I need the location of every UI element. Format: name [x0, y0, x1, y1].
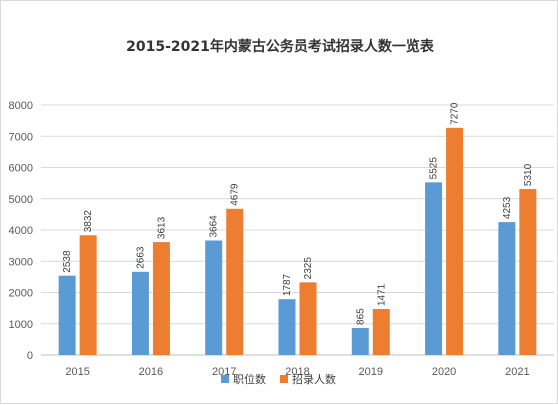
bar-positions-2016 — [131, 271, 149, 355]
x-tick-label: 2018 — [285, 366, 309, 378]
legend-entry: 职位数 — [233, 372, 266, 386]
y-tick-label: 8000 — [9, 100, 33, 112]
bar-positions-2017 — [205, 240, 223, 355]
x-tick-label: 2017 — [212, 366, 236, 378]
y-tick-label: 3000 — [9, 256, 33, 268]
bar-hires-2015 — [79, 235, 97, 355]
data-label: 5525 — [429, 157, 440, 180]
data-label: 3613 — [156, 216, 167, 239]
data-label: 3664 — [209, 215, 220, 238]
axes: 0 1000 2000 3000 4000 5000 6000 7000 8000 2015 201… — [9, 100, 530, 378]
data-label: 1471 — [376, 283, 387, 306]
data-label: 865 — [355, 308, 366, 325]
data-label: 2325 — [303, 257, 314, 280]
bar-hires-2019 — [372, 309, 390, 355]
data-labels: 2538 3832 2663 3613 3664 4679 1787 2325 865 1471 5… — [62, 102, 534, 325]
data-label: 5310 — [523, 163, 534, 186]
y-tick-label: 4000 — [9, 225, 33, 237]
data-label: 1787 — [282, 273, 293, 296]
legend-swatch — [280, 375, 288, 383]
bar-positions-2015 — [58, 275, 76, 355]
chart-title: 2015-2021年内蒙古公务员考试招录人数一览表 — [126, 38, 435, 55]
data-label: 7270 — [450, 102, 461, 125]
bar-hires-2020 — [446, 127, 464, 355]
data-label: 2538 — [62, 250, 73, 273]
bar-hires-2018 — [299, 282, 317, 355]
data-label: 2663 — [135, 246, 146, 269]
legend-entry: 招录人数 — [292, 372, 336, 386]
bar-positions-2018 — [278, 299, 296, 355]
y-tick-label: 0 — [27, 350, 33, 362]
y-tick-label: 5000 — [9, 194, 33, 206]
data-label: 3832 — [83, 210, 94, 233]
bar-hires-2021 — [519, 189, 537, 355]
legend: 职位数 招录人数 — [221, 372, 336, 386]
y-tick-label: 1000 — [9, 319, 33, 331]
gridlines — [41, 104, 554, 356]
bar-positions-2020 — [425, 182, 443, 355]
data-label: 4253 — [502, 196, 513, 219]
x-tick-label: 2019 — [359, 366, 383, 378]
y-tick-label: 2000 — [9, 288, 33, 300]
legend-swatch — [221, 375, 229, 383]
x-tick-label: 2020 — [432, 366, 456, 378]
y-tick-label: 6000 — [9, 163, 33, 175]
x-tick-label: 2016 — [139, 366, 163, 378]
x-tick-label: 2015 — [65, 366, 89, 378]
bar-positions-2019 — [351, 327, 369, 355]
x-tick-label: 2021 — [505, 366, 529, 378]
bar-hires-2016 — [152, 242, 170, 355]
bars — [58, 127, 537, 355]
bar-positions-2021 — [498, 222, 516, 355]
y-tick-label: 7000 — [9, 131, 33, 143]
data-label: 4679 — [230, 183, 241, 206]
bar-hires-2017 — [226, 208, 244, 355]
